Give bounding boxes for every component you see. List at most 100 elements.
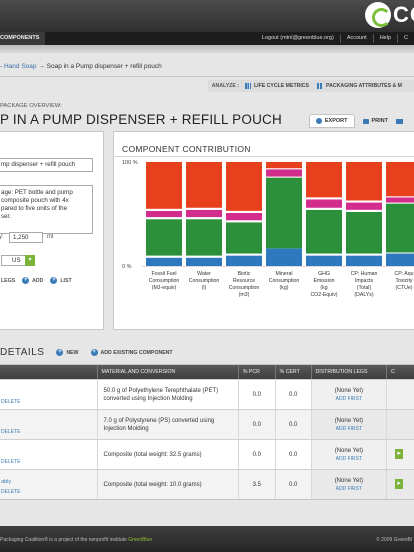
column-header-pcr: % PCR [239, 365, 276, 379]
delete-link[interactable]: DELETE [1, 459, 21, 465]
bar-segment [186, 257, 222, 266]
package-description-field[interactable]: age: PET bottle and pump composite pouch… [0, 185, 93, 234]
package-name-field[interactable]: mp dispenser + refill pouch [0, 158, 93, 172]
pcr-cell: 0.0 [239, 410, 276, 439]
add-existing-component-button[interactable]: + ADD EXISTING COMPONENT [90, 349, 173, 356]
bar-segment [306, 162, 342, 198]
bar-segment [226, 255, 262, 266]
bar-segment [266, 177, 302, 249]
add-label: ADD [32, 277, 44, 284]
bar-segment [386, 196, 414, 198]
export-button[interactable]: EXPORT [308, 114, 355, 128]
plus-icon: + [56, 349, 64, 356]
delete-link[interactable]: DELETE [1, 429, 21, 435]
component-cell: DELETE [0, 380, 98, 409]
add-first-link[interactable]: ADD FIRST [335, 395, 363, 402]
breadcrumb-parent-link[interactable]: - Hand Soap [0, 63, 37, 70]
account-link[interactable]: Account [339, 34, 373, 43]
table-row[interactable]: ably DELETE Composite (total weight: 10.… [0, 469, 414, 499]
analyze-label: ANALYZE : [211, 83, 239, 89]
print-icon [362, 118, 369, 124]
bar-segment [146, 208, 182, 211]
delete-link[interactable]: DELETE [1, 399, 21, 405]
print-button[interactable]: PRINT [362, 118, 388, 124]
bar-segment [226, 210, 262, 213]
bar-segment [186, 255, 222, 258]
logout-link[interactable]: Logout (mtnl@greenblue.org) [261, 35, 334, 41]
bar-segment [186, 207, 222, 210]
bar-segment [186, 209, 222, 218]
bar-segment [266, 168, 302, 170]
unit-select[interactable]: US ▾ [1, 255, 35, 266]
bar-segment [146, 219, 182, 256]
list-legs-button[interactable]: + LIST [50, 277, 72, 284]
delete-link[interactable]: DELETE [1, 489, 21, 495]
add-first-link[interactable]: ADD FIRST [335, 455, 363, 462]
bar-segment [186, 219, 222, 256]
breadcrumb-arrow: → [38, 63, 45, 70]
pcr-cell: 0.0 [239, 380, 276, 409]
details-header: DETAILS + NEW + ADD EXISTING COMPONENT [0, 347, 173, 358]
y-tick-label: 100 % [122, 160, 138, 166]
material-cell: 7.0 g of Polystyrene (PS) converted usin… [98, 410, 239, 439]
nav-bar: COMPONENTS Logout (mtnl@greenblue.org) A… [0, 32, 414, 45]
bar-segment [226, 222, 262, 254]
distribution-value: (None Yet) [334, 387, 364, 394]
legs-label: LEGS [1, 277, 16, 284]
export-label: EXPORT [324, 118, 348, 124]
x-tick-label: Mineral Consumption (kg) [269, 271, 300, 291]
bar-segment [146, 257, 182, 266]
add-leg-button[interactable]: + ADD [22, 277, 43, 284]
divider [114, 156, 414, 157]
cert-cell: 0.0 [276, 470, 312, 499]
new-component-button[interactable]: + NEW [56, 349, 79, 356]
bar-segment [146, 162, 182, 209]
table-row[interactable]: DELETE Composite (total weight: 32.5 gra… [0, 439, 414, 469]
greenblue-link[interactable]: GreenBlue [128, 537, 153, 543]
bar-segment [306, 199, 342, 208]
plus-icon: + [90, 349, 98, 356]
bar-segment [266, 162, 302, 169]
add-existing-label: ADD EXISTING COMPONENT [100, 349, 173, 356]
quantity-unit: ml [47, 234, 54, 240]
email-button[interactable] [396, 118, 406, 124]
top-header: CO [0, 0, 414, 32]
quantity-input[interactable]: 1,250 [9, 232, 43, 243]
add-first-link[interactable]: ADD FIRST [335, 425, 363, 432]
bar-segment [226, 220, 262, 223]
bar-segment [186, 217, 222, 220]
life-cycle-metrics-link[interactable]: LIFE CYCLE METRICS [244, 83, 310, 89]
y-tick-label: 0 % [122, 264, 132, 270]
cert-cell: 0.0 [276, 380, 312, 409]
distribution-cell: (None Yet) ADD FIRST [311, 470, 388, 499]
bar-segment [146, 210, 182, 218]
expand-arrow-icon[interactable]: ▸ [395, 479, 404, 489]
expand-arrow-icon[interactable]: ▸ [395, 449, 404, 459]
email-icon [396, 118, 403, 124]
bar-segment [146, 217, 182, 220]
legs-row: LEGS + ADD + LIST [1, 277, 72, 284]
list-label: LIST [60, 277, 72, 284]
package-overview-label: PACKAGE OVERVIEW: [0, 103, 62, 109]
table-row[interactable]: DELETE 50.0 g of Polyethylene Terephthal… [0, 379, 414, 409]
bar-chart-icon [244, 83, 251, 89]
column-header-distribution: DISTRIBUTION LEGS [312, 365, 388, 379]
tab-components[interactable]: COMPONENTS [0, 32, 46, 45]
chart-title: COMPONENT CONTRIBUTION [122, 144, 251, 154]
bar-segment [386, 253, 414, 266]
table-row[interactable]: DELETE 7.0 g of Polystyrene (PS) convert… [0, 409, 414, 439]
bar-segment [386, 252, 414, 254]
details-title: DETAILS [0, 347, 45, 358]
component-name[interactable]: ably [1, 479, 12, 485]
help-link[interactable]: Help [372, 34, 397, 43]
logo[interactable]: CO [365, 2, 414, 28]
chevron-down-icon[interactable]: ▾ [25, 255, 35, 266]
nav-link-c[interactable]: C [397, 34, 414, 43]
packaging-attributes-link[interactable]: PACKAGING ATTRIBUTES & M [317, 83, 402, 89]
bar-segment [346, 202, 382, 210]
life-cycle-metrics-label: LIFE CYCLE METRICS [253, 83, 310, 89]
user-nav: Logout (mtnl@greenblue.org) Account Help… [256, 32, 414, 45]
component-cell: ably DELETE [0, 470, 98, 499]
add-first-link[interactable]: ADD FIRST [335, 485, 363, 492]
footer-credit: Packaging Coalition® is a project of the… [0, 537, 152, 543]
